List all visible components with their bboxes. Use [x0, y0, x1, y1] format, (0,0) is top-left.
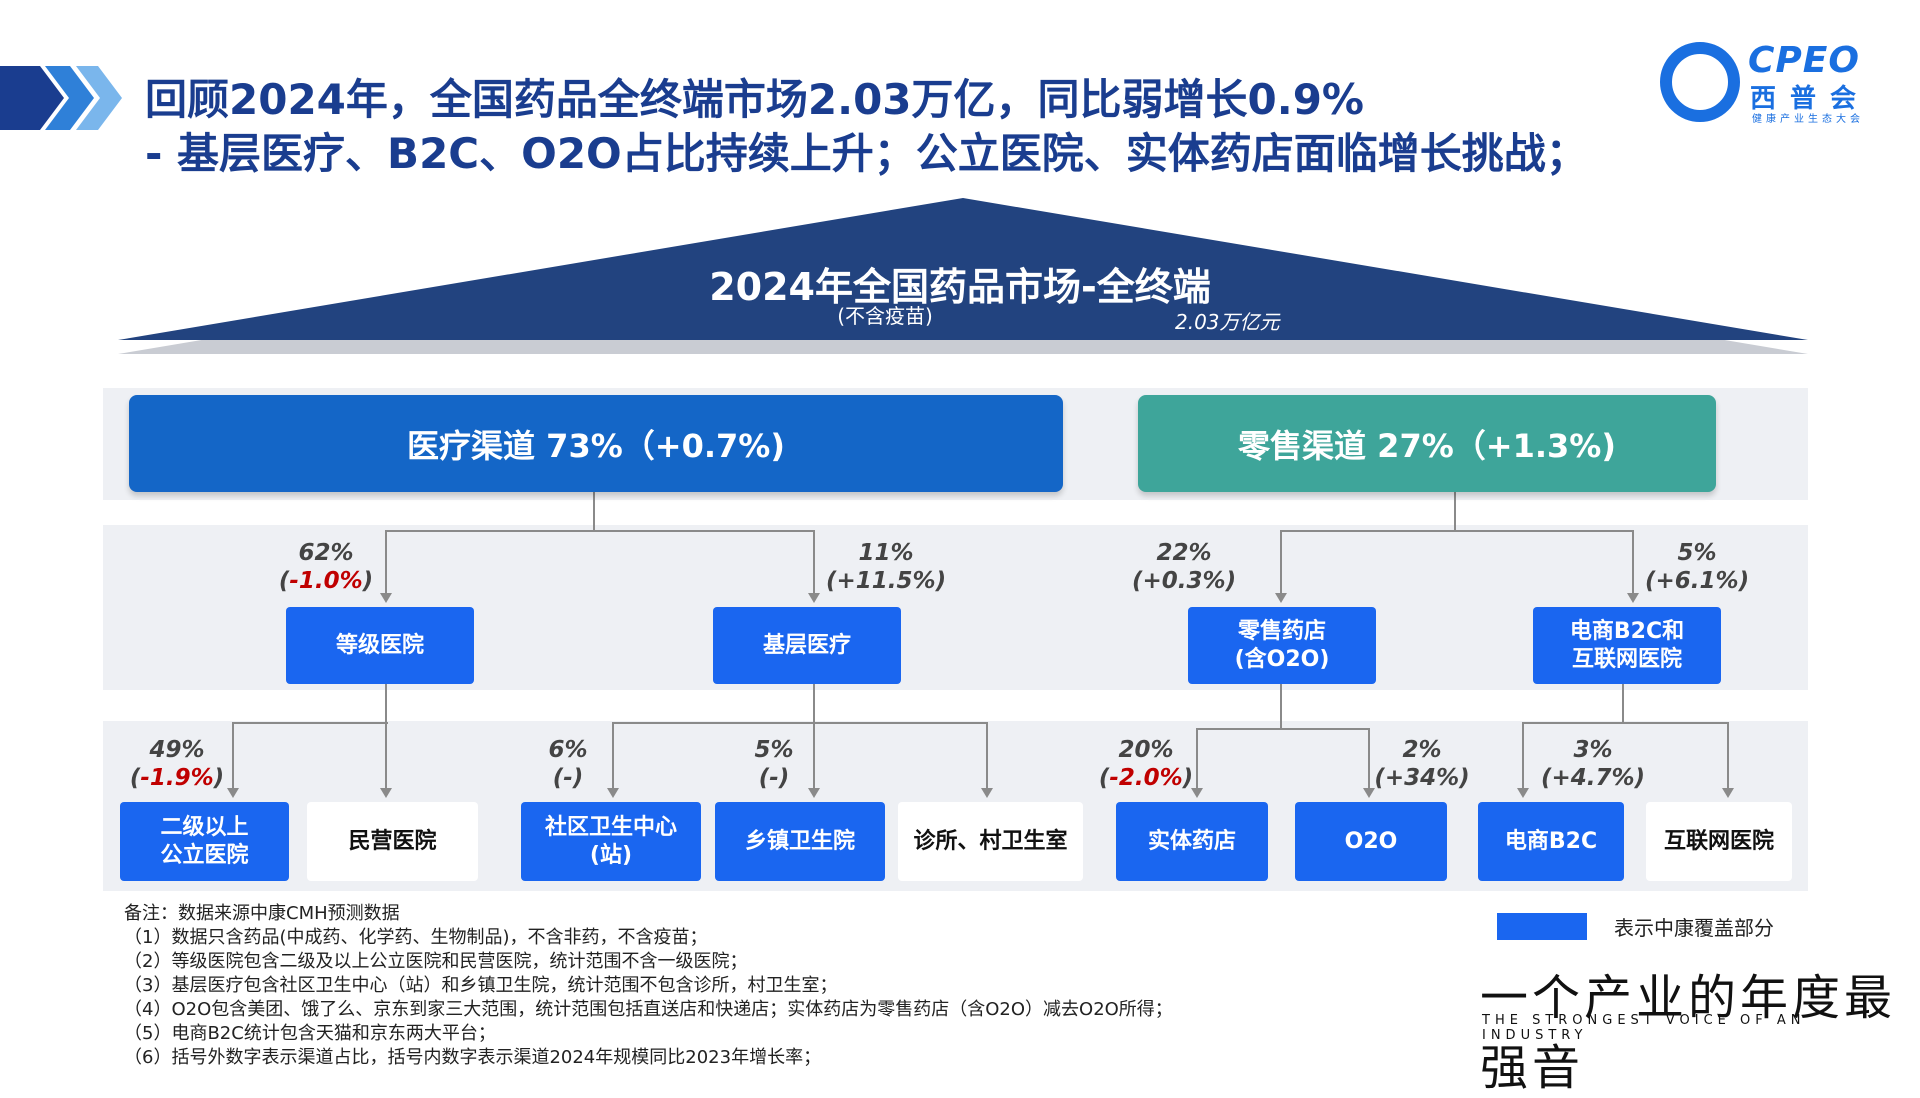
physical-pharmacy-box: 实体药店	[1116, 802, 1268, 881]
arrow-icon	[227, 788, 239, 798]
retail-pharmacy-box: 零售药店 (含O2O)	[1188, 607, 1376, 684]
ecommerce-pct: 5% (+6.1%)	[1645, 540, 1750, 594]
connector-line	[1632, 530, 1634, 595]
arrow-icon	[607, 788, 619, 798]
ecommerce-b2c-box: 电商B2C	[1478, 802, 1624, 881]
page-subtitle: - 基层医疗、B2C、O2O占比持续上升；公立医院、实体药店面临增长挑战；	[145, 129, 1588, 178]
connector-line	[1280, 530, 1282, 595]
connector-line	[1522, 722, 1729, 724]
township-health-pct: 5% (-)	[754, 737, 794, 791]
public-hospital-pct: 49% (-1.9%)	[129, 737, 225, 791]
connector-line	[232, 722, 234, 790]
pyramid-subtitle: (不含疫苗)	[837, 304, 933, 328]
o2o-pct: 2% (+34%)	[1374, 737, 1470, 791]
connector-line	[813, 530, 815, 595]
arrow-icon	[981, 788, 993, 798]
connector-line	[593, 492, 595, 532]
arrow-icon	[1275, 593, 1287, 603]
o2o-box: O2O	[1295, 802, 1447, 881]
header-chevrons-icon	[0, 66, 122, 130]
logo-text-small: 健康产业生态大会	[1752, 114, 1864, 125]
connector-line	[1368, 728, 1370, 790]
arrow-icon	[1722, 788, 1734, 798]
primary-care-pct: 11% (+11.5%)	[826, 540, 947, 594]
market-pyramid	[118, 198, 1808, 354]
footnotes: 备注：数据来源中康CMH预测数据 （1）数据只含药品(中成药、化学药、生物制品)…	[124, 902, 1173, 1070]
connector-line	[1196, 728, 1370, 730]
note-line: （2）等级医院包含二级及以上公立医院和民营医院，统计范围不含一级医院；	[124, 951, 748, 972]
retail-channel-box: 零售渠道 27%（+1.3%)	[1138, 395, 1716, 492]
pyramid-value: 2.03万亿元	[1175, 310, 1280, 334]
connector-line	[385, 530, 387, 595]
connector-line	[612, 722, 614, 790]
arrow-icon	[1517, 788, 1529, 798]
connector-line	[1622, 684, 1624, 724]
physical-pharmacy-pct: 20% (-2.0%)	[1098, 737, 1194, 791]
medical-channel-box: 医疗渠道 73%（+0.7%)	[129, 395, 1063, 492]
township-health-center-box: 乡镇卫生院	[715, 802, 885, 881]
connector-line	[1727, 722, 1729, 790]
logo-text-en: CPEO	[1748, 40, 1860, 81]
arrow-icon	[1627, 593, 1639, 603]
private-hospital-box: 民营医院	[307, 802, 478, 881]
primary-care-box: 基层医疗	[713, 607, 901, 684]
connector-line	[385, 684, 387, 724]
arrow-icon	[808, 593, 820, 603]
connector-line	[232, 722, 388, 724]
pyramid-title: 2024年全国药品市场-全终端	[709, 265, 1211, 309]
note-line: （6）括号外数字表示渠道占比，括号内数字表示渠道2024年规模同比2023年增长…	[124, 1047, 822, 1068]
grade-hospital-pct: 62% (-1.0%)	[278, 540, 374, 594]
connector-line	[1280, 530, 1634, 532]
legend-label: 表示中康覆盖部分	[1614, 916, 1774, 940]
connector-line	[986, 722, 988, 790]
connector-line	[1454, 492, 1456, 532]
arrow-icon	[380, 788, 392, 798]
arrow-icon	[808, 788, 820, 798]
connector-line	[813, 722, 815, 790]
community-health-center-box: 社区卫生中心 (站)	[521, 802, 701, 881]
cpeo-logo-icon	[1660, 42, 1740, 122]
note-line: （4）O2O包含美团、饿了么、京东到家三大范围，统计范围包括直送店和快递店；实体…	[124, 999, 1173, 1020]
connector-line	[1280, 684, 1282, 729]
page-title: 回顾2024年，全国药品全终端市场2.03万亿，同比弱增长0.9%	[145, 75, 1365, 124]
legend-swatch	[1497, 913, 1587, 940]
community-health-pct: 6% (-)	[548, 737, 588, 791]
note-line: （3）基层医疗包含社区卫生中心（站）和乡镇卫生院，统计范围不包含诊所，村卫生室；	[124, 975, 838, 996]
connector-line	[385, 722, 387, 790]
connector-line	[1196, 728, 1198, 790]
arrow-icon	[380, 593, 392, 603]
arrow-icon	[1363, 788, 1375, 798]
note-line: （1）数据只含药品(中成药、化学药、生物制品)，不含非药，不含疫苗；	[124, 927, 708, 948]
slogan-en: THE STRONGEST VOICE OF AN INDUSTRY	[1482, 1013, 1806, 1043]
internet-hospital-box: 互联网医院	[1646, 802, 1792, 881]
ecommerce-internet-hospital-box: 电商B2C和 互联网医院	[1533, 607, 1721, 684]
note-line: 备注：数据来源中康CMH预测数据	[124, 903, 400, 924]
connector-line	[1522, 722, 1524, 790]
logo-text-cn: 西普会	[1750, 84, 1871, 114]
connector-line	[813, 684, 815, 724]
note-line: （5）电商B2C统计包含天猫和京东两大平台；	[124, 1023, 496, 1044]
public-hospital-box: 二级以上 公立医院	[120, 802, 289, 881]
clinic-village-room-box: 诊所、村卫生室	[898, 802, 1083, 881]
grade-hospital-box: 等级医院	[286, 607, 474, 684]
arrow-icon	[1191, 788, 1203, 798]
retail-pharmacy-pct: 22% (+0.3%)	[1132, 540, 1237, 594]
connector-line	[612, 722, 988, 724]
connector-line	[385, 530, 815, 532]
ecommerce-b2c-pct: 3% (+4.7%)	[1540, 737, 1646, 791]
